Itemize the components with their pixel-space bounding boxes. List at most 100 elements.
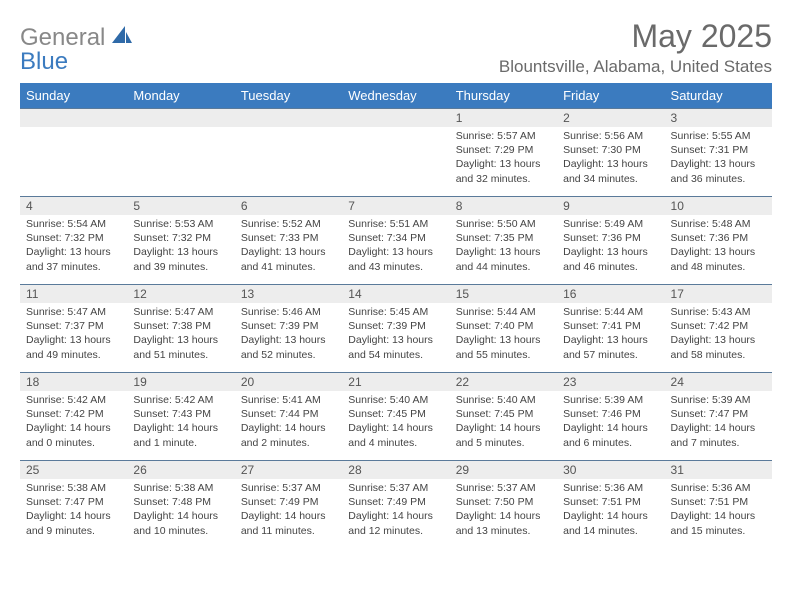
calendar-day-cell: 18Sunrise: 5:42 AMSunset: 7:42 PMDayligh… <box>20 372 127 460</box>
day-details: Sunrise: 5:42 AMSunset: 7:42 PMDaylight:… <box>20 391 127 454</box>
header-row: General Blue May 2025 Blountsville, Alab… <box>20 18 772 77</box>
month-title: May 2025 <box>499 18 772 55</box>
day-number: 16 <box>557 284 664 303</box>
calendar-day-cell: 23Sunrise: 5:39 AMSunset: 7:46 PMDayligh… <box>557 372 664 460</box>
calendar-day-cell: 24Sunrise: 5:39 AMSunset: 7:47 PMDayligh… <box>665 372 772 460</box>
calendar-day-cell: 2Sunrise: 5:56 AMSunset: 7:30 PMDaylight… <box>557 108 664 196</box>
day-number: 31 <box>665 460 772 479</box>
day-details: Sunrise: 5:43 AMSunset: 7:42 PMDaylight:… <box>665 303 772 366</box>
calendar-day-cell: 25Sunrise: 5:38 AMSunset: 7:47 PMDayligh… <box>20 460 127 548</box>
day-details: Sunrise: 5:38 AMSunset: 7:47 PMDaylight:… <box>20 479 127 542</box>
day-details <box>20 127 127 133</box>
calendar-day-cell <box>127 108 234 196</box>
calendar-day-cell: 4Sunrise: 5:54 AMSunset: 7:32 PMDaylight… <box>20 196 127 284</box>
day-details: Sunrise: 5:48 AMSunset: 7:36 PMDaylight:… <box>665 215 772 278</box>
day-number: 28 <box>342 460 449 479</box>
day-details: Sunrise: 5:36 AMSunset: 7:51 PMDaylight:… <box>665 479 772 542</box>
day-number: 23 <box>557 372 664 391</box>
weekday-header: Sunday <box>20 83 127 108</box>
day-details: Sunrise: 5:36 AMSunset: 7:51 PMDaylight:… <box>557 479 664 542</box>
day-details <box>342 127 449 133</box>
day-number: 14 <box>342 284 449 303</box>
day-details: Sunrise: 5:46 AMSunset: 7:39 PMDaylight:… <box>235 303 342 366</box>
calendar-day-cell: 8Sunrise: 5:50 AMSunset: 7:35 PMDaylight… <box>450 196 557 284</box>
calendar-day-cell: 17Sunrise: 5:43 AMSunset: 7:42 PMDayligh… <box>665 284 772 372</box>
day-number: 11 <box>20 284 127 303</box>
day-number: 27 <box>235 460 342 479</box>
calendar-day-cell: 31Sunrise: 5:36 AMSunset: 7:51 PMDayligh… <box>665 460 772 548</box>
day-details: Sunrise: 5:45 AMSunset: 7:39 PMDaylight:… <box>342 303 449 366</box>
brand-part-b: Blue <box>20 48 68 75</box>
calendar-day-cell <box>342 108 449 196</box>
day-details: Sunrise: 5:55 AMSunset: 7:31 PMDaylight:… <box>665 127 772 190</box>
calendar-week-row: 11Sunrise: 5:47 AMSunset: 7:37 PMDayligh… <box>20 284 772 372</box>
day-details: Sunrise: 5:41 AMSunset: 7:44 PMDaylight:… <box>235 391 342 454</box>
day-number: 30 <box>557 460 664 479</box>
calendar-day-cell: 11Sunrise: 5:47 AMSunset: 7:37 PMDayligh… <box>20 284 127 372</box>
day-details: Sunrise: 5:37 AMSunset: 7:49 PMDaylight:… <box>342 479 449 542</box>
day-details: Sunrise: 5:51 AMSunset: 7:34 PMDaylight:… <box>342 215 449 278</box>
calendar-day-cell: 19Sunrise: 5:42 AMSunset: 7:43 PMDayligh… <box>127 372 234 460</box>
day-details: Sunrise: 5:54 AMSunset: 7:32 PMDaylight:… <box>20 215 127 278</box>
day-number: 7 <box>342 196 449 215</box>
day-details: Sunrise: 5:38 AMSunset: 7:48 PMDaylight:… <box>127 479 234 542</box>
calendar-day-cell <box>235 108 342 196</box>
calendar-day-cell: 6Sunrise: 5:52 AMSunset: 7:33 PMDaylight… <box>235 196 342 284</box>
calendar-day-cell: 28Sunrise: 5:37 AMSunset: 7:49 PMDayligh… <box>342 460 449 548</box>
calendar-day-cell: 22Sunrise: 5:40 AMSunset: 7:45 PMDayligh… <box>450 372 557 460</box>
day-details: Sunrise: 5:44 AMSunset: 7:40 PMDaylight:… <box>450 303 557 366</box>
day-details: Sunrise: 5:37 AMSunset: 7:50 PMDaylight:… <box>450 479 557 542</box>
calendar-day-cell: 3Sunrise: 5:55 AMSunset: 7:31 PMDaylight… <box>665 108 772 196</box>
day-number: 29 <box>450 460 557 479</box>
day-number: 3 <box>665 108 772 127</box>
day-details: Sunrise: 5:44 AMSunset: 7:41 PMDaylight:… <box>557 303 664 366</box>
day-details: Sunrise: 5:49 AMSunset: 7:36 PMDaylight:… <box>557 215 664 278</box>
calendar-header: SundayMondayTuesdayWednesdayThursdayFrid… <box>20 83 772 108</box>
day-number: 2 <box>557 108 664 127</box>
calendar-day-cell <box>20 108 127 196</box>
calendar-day-cell: 15Sunrise: 5:44 AMSunset: 7:40 PMDayligh… <box>450 284 557 372</box>
calendar-day-cell: 20Sunrise: 5:41 AMSunset: 7:44 PMDayligh… <box>235 372 342 460</box>
calendar-week-row: 1Sunrise: 5:57 AMSunset: 7:29 PMDaylight… <box>20 108 772 196</box>
title-block: May 2025 Blountsville, Alabama, United S… <box>499 18 772 77</box>
day-details: Sunrise: 5:40 AMSunset: 7:45 PMDaylight:… <box>342 391 449 454</box>
calendar-day-cell: 12Sunrise: 5:47 AMSunset: 7:38 PMDayligh… <box>127 284 234 372</box>
weekday-header: Wednesday <box>342 83 449 108</box>
calendar-week-row: 4Sunrise: 5:54 AMSunset: 7:32 PMDaylight… <box>20 196 772 284</box>
day-number <box>127 108 234 127</box>
day-number: 4 <box>20 196 127 215</box>
calendar-day-cell: 5Sunrise: 5:53 AMSunset: 7:32 PMDaylight… <box>127 196 234 284</box>
day-details: Sunrise: 5:47 AMSunset: 7:38 PMDaylight:… <box>127 303 234 366</box>
day-number: 17 <box>665 284 772 303</box>
calendar-day-cell: 1Sunrise: 5:57 AMSunset: 7:29 PMDaylight… <box>450 108 557 196</box>
brand-part-a: General <box>20 24 105 51</box>
day-details: Sunrise: 5:53 AMSunset: 7:32 PMDaylight:… <box>127 215 234 278</box>
day-details: Sunrise: 5:37 AMSunset: 7:49 PMDaylight:… <box>235 479 342 542</box>
day-details <box>127 127 234 133</box>
calendar-table: SundayMondayTuesdayWednesdayThursdayFrid… <box>20 83 772 548</box>
calendar-day-cell: 16Sunrise: 5:44 AMSunset: 7:41 PMDayligh… <box>557 284 664 372</box>
weekday-header: Monday <box>127 83 234 108</box>
calendar-day-cell: 29Sunrise: 5:37 AMSunset: 7:50 PMDayligh… <box>450 460 557 548</box>
day-number: 22 <box>450 372 557 391</box>
day-number <box>20 108 127 127</box>
day-details: Sunrise: 5:40 AMSunset: 7:45 PMDaylight:… <box>450 391 557 454</box>
day-number <box>342 108 449 127</box>
calendar-day-cell: 27Sunrise: 5:37 AMSunset: 7:49 PMDayligh… <box>235 460 342 548</box>
day-number: 20 <box>235 372 342 391</box>
day-number: 9 <box>557 196 664 215</box>
day-number: 21 <box>342 372 449 391</box>
day-details: Sunrise: 5:50 AMSunset: 7:35 PMDaylight:… <box>450 215 557 278</box>
calendar-day-cell: 13Sunrise: 5:46 AMSunset: 7:39 PMDayligh… <box>235 284 342 372</box>
day-details: Sunrise: 5:47 AMSunset: 7:37 PMDaylight:… <box>20 303 127 366</box>
calendar-page: General Blue May 2025 Blountsville, Alab… <box>0 0 792 612</box>
day-details: Sunrise: 5:42 AMSunset: 7:43 PMDaylight:… <box>127 391 234 454</box>
day-number: 8 <box>450 196 557 215</box>
day-details: Sunrise: 5:56 AMSunset: 7:30 PMDaylight:… <box>557 127 664 190</box>
day-number <box>235 108 342 127</box>
day-details: Sunrise: 5:52 AMSunset: 7:33 PMDaylight:… <box>235 215 342 278</box>
day-number: 18 <box>20 372 127 391</box>
day-number: 15 <box>450 284 557 303</box>
day-number: 24 <box>665 372 772 391</box>
location-text: Blountsville, Alabama, United States <box>499 57 772 77</box>
